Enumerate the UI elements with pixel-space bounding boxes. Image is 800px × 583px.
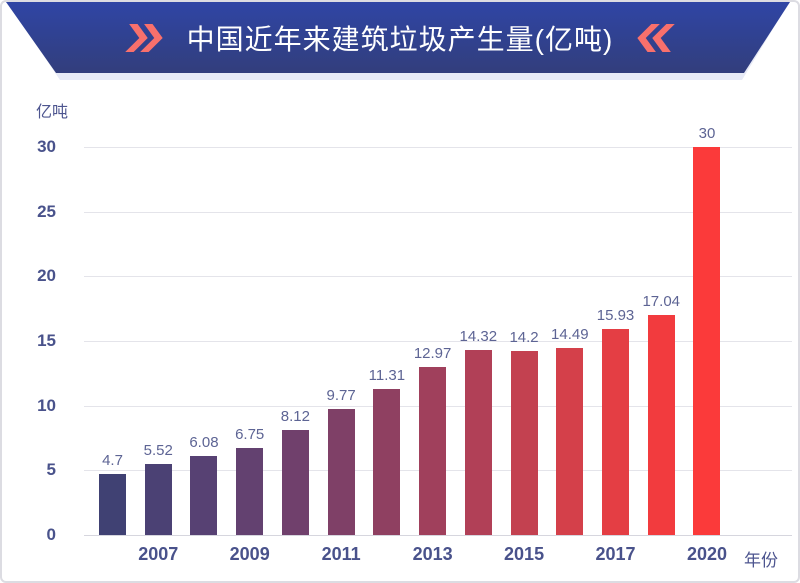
bar: [373, 388, 401, 535]
x-tick-label: 2009: [229, 544, 270, 564]
y-tick-label: 5: [46, 460, 56, 480]
bar: [510, 351, 538, 535]
bar-value-label: 11.31: [368, 366, 406, 384]
bar-value-label: 8.12: [280, 407, 310, 425]
y-tick-label: 0: [46, 525, 56, 544]
gridline-25: [84, 211, 792, 213]
bar-value-label: 15.93: [596, 306, 635, 324]
page-title: 中国近年来建筑垃圾产生量(亿吨): [186, 23, 614, 55]
x-tick-label: 2011: [321, 544, 361, 564]
bar: [236, 447, 264, 535]
x-tick-label: 2017: [595, 544, 636, 564]
bar: [556, 347, 584, 535]
bar: [281, 429, 309, 535]
bar-value-label: 9.77: [326, 386, 356, 404]
y-tick-label: 20: [37, 266, 56, 286]
bar-value-label: 14.2: [509, 329, 539, 347]
x-tick-label: 2007: [138, 544, 179, 564]
gridline-20: [84, 276, 792, 278]
title-banner: 中国近年来建筑垃圾产生量(亿吨): [2, 2, 798, 84]
gridline-0: [84, 535, 792, 536]
bar-value-label: 30: [698, 125, 716, 142]
y-tick-label: 25: [37, 201, 56, 221]
double-chevron-right-icon: [124, 23, 163, 52]
bar-value-label: 14.32: [459, 327, 498, 345]
y-tick-label: 15: [37, 331, 56, 350]
bar-value-label: 12.97: [413, 345, 452, 363]
bar-value-label: 4.7: [102, 452, 123, 470]
x-axis-label: 年份: [744, 551, 778, 570]
bar: [602, 328, 630, 535]
y-tick-label: 10: [37, 395, 56, 415]
bar-value-label: 6.08: [189, 434, 219, 452]
gridline-15: [84, 341, 792, 342]
bar: [327, 408, 355, 535]
bar-value-label: 14.49: [551, 325, 589, 343]
gridline-30: [84, 147, 792, 148]
bar: [647, 314, 675, 535]
bar: [693, 147, 721, 535]
bar-value-label: 17.04: [642, 292, 681, 310]
y-tick-label: 30: [37, 137, 56, 156]
bar-value-label: 5.52: [143, 441, 173, 459]
bar-value-label: 6.75: [235, 425, 265, 443]
x-tick-label: 2020: [686, 544, 727, 564]
x-tick-label: 2013: [412, 544, 453, 564]
banner: 中国近年来建筑垃圾产生量(亿吨): [6, 2, 790, 73]
y-axis-unit-label: 亿吨: [36, 104, 69, 121]
bar: [144, 463, 172, 535]
bar: [99, 474, 126, 535]
x-tick-label: 2015: [504, 544, 545, 564]
bar: [190, 456, 218, 535]
bar: [464, 349, 492, 535]
bar: [419, 367, 447, 535]
double-chevron-left-icon: [637, 23, 676, 52]
